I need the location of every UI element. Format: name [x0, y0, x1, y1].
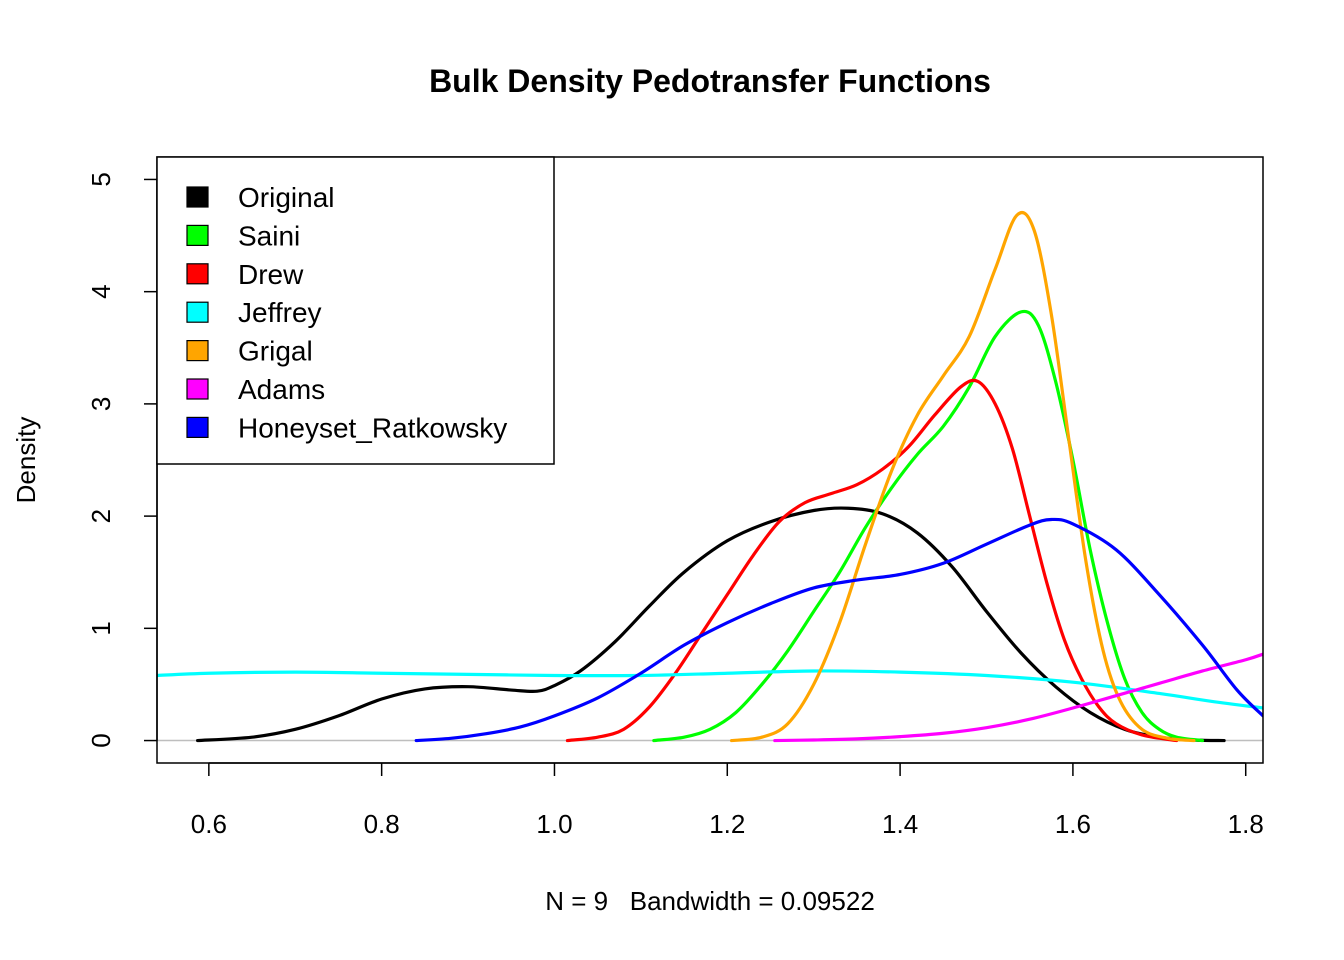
- y-tick-label: 1: [86, 621, 116, 635]
- y-tick-label: 4: [86, 284, 116, 298]
- x-tick-label: 1.8: [1228, 809, 1264, 839]
- legend-label: Adams: [238, 374, 325, 405]
- series-line-drew: [565, 378, 1179, 743]
- legend-label: Drew: [238, 259, 304, 290]
- legend-item: Saini: [186, 220, 300, 251]
- legend-swatch: [186, 224, 209, 246]
- legend-swatch: [186, 186, 209, 208]
- legend-label: Original: [238, 182, 334, 213]
- legend-swatch: [186, 263, 209, 285]
- x-tick-label: 0.6: [191, 809, 227, 839]
- y-tick-label: 0: [86, 733, 116, 747]
- y-tick-label: 5: [86, 172, 116, 186]
- x-tick-label: 1.2: [709, 809, 745, 839]
- legend-swatch: [186, 378, 209, 400]
- x-tick-label: 1.6: [1055, 809, 1091, 839]
- series-line-saini: [652, 309, 1205, 743]
- series-line-adams: [773, 652, 1263, 743]
- legend: Original Saini Drew Jeffrey Grigal Adams Honey…: [156, 156, 555, 465]
- legend-swatch: [186, 416, 209, 438]
- legend-label: Saini: [238, 220, 300, 251]
- y-tick-label: 2: [86, 509, 116, 523]
- legend-item: Grigal: [186, 336, 313, 367]
- y-axis: 0 1 2 3 4 5: [86, 172, 158, 748]
- x-axis-label: N = 9 Bandwidth = 0.09522: [545, 886, 875, 916]
- series-line-grigal: [730, 210, 1196, 743]
- x-tick-label: 0.8: [364, 809, 400, 839]
- series-lines: [157, 210, 1263, 743]
- legend-swatch: [186, 301, 209, 323]
- series-line-original: [196, 506, 1226, 743]
- legend-frame: [156, 156, 555, 465]
- x-axis: 0.6 0.8 1.0 1.2 1.4 1.6 1.8: [191, 762, 1264, 839]
- y-tick-label: 3: [86, 397, 116, 411]
- legend-item: Drew: [186, 259, 304, 290]
- series-line-jeffrey: [157, 669, 1263, 710]
- legend-item: Honeyset_Ratkowsky: [186, 412, 507, 443]
- legend-swatch: [186, 340, 209, 362]
- legend-item: Adams: [186, 374, 325, 405]
- x-tick-label: 1.4: [882, 809, 918, 839]
- x-tick-label: 1.0: [536, 809, 572, 839]
- y-axis-label: Density: [11, 417, 41, 504]
- series-line-honeyset-ratkowsky: [414, 517, 1263, 743]
- legend-label: Jeffrey: [238, 297, 322, 328]
- legend-item: Jeffrey: [186, 297, 322, 328]
- legend-label: Grigal: [238, 336, 313, 367]
- legend-label: Honeyset_Ratkowsky: [238, 412, 507, 443]
- legend-item: Original: [186, 182, 334, 213]
- chart-title: Bulk Density Pedotransfer Functions: [429, 63, 991, 99]
